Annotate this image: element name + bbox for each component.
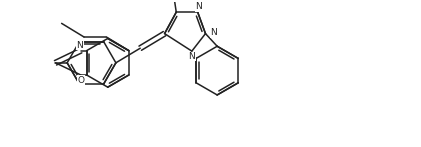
Text: N: N xyxy=(210,28,217,37)
Text: N: N xyxy=(195,2,202,11)
Text: O: O xyxy=(77,76,84,85)
Text: N: N xyxy=(77,41,83,50)
Text: N: N xyxy=(189,52,195,61)
